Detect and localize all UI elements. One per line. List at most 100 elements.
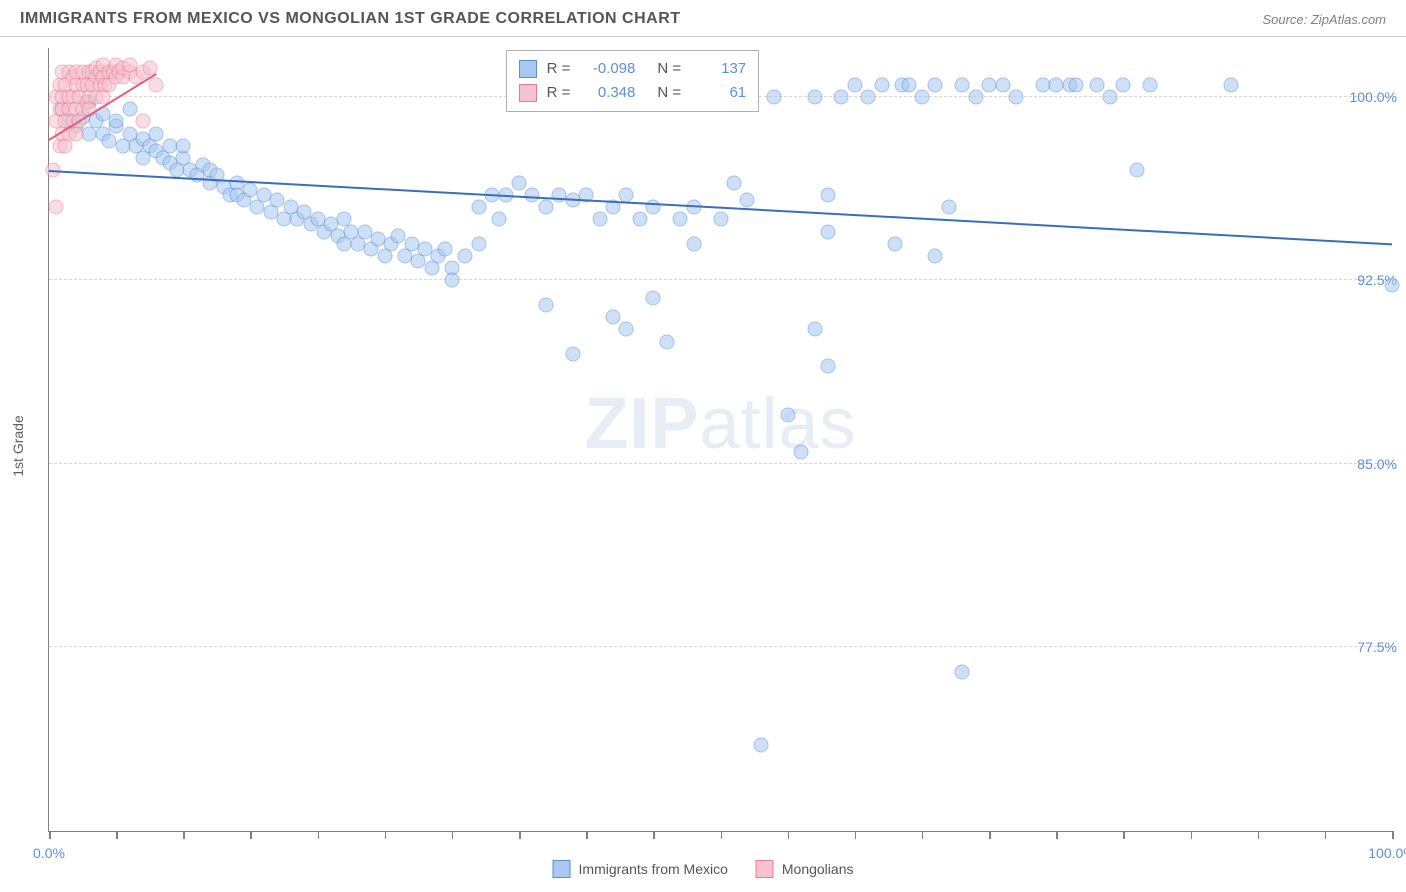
gridline bbox=[49, 279, 1392, 280]
data-point bbox=[847, 77, 862, 92]
data-point bbox=[48, 200, 63, 215]
legend-r-value: 0.348 bbox=[580, 81, 635, 105]
legend-n-label: N = bbox=[657, 81, 681, 105]
legend-r-label: R = bbox=[547, 81, 571, 105]
legend-swatch bbox=[519, 60, 537, 78]
data-point bbox=[538, 200, 553, 215]
source-attribution: Source: ZipAtlas.com bbox=[1262, 12, 1386, 27]
legend-row: R =-0.098N =137 bbox=[519, 57, 747, 81]
legend-r-value: -0.098 bbox=[580, 57, 635, 81]
x-tick bbox=[49, 831, 51, 839]
data-point bbox=[874, 77, 889, 92]
data-point bbox=[109, 114, 124, 129]
data-point bbox=[458, 248, 473, 263]
data-point bbox=[740, 192, 755, 207]
data-point bbox=[794, 444, 809, 459]
data-point bbox=[1116, 77, 1131, 92]
legend-n-value: 61 bbox=[691, 81, 746, 105]
data-point bbox=[820, 224, 835, 239]
data-point bbox=[807, 89, 822, 104]
data-point bbox=[861, 89, 876, 104]
data-point bbox=[1129, 163, 1144, 178]
x-tick bbox=[250, 831, 252, 839]
legend-swatch bbox=[756, 860, 774, 878]
data-point bbox=[807, 322, 822, 337]
data-point bbox=[713, 212, 728, 227]
data-point bbox=[928, 248, 943, 263]
data-point bbox=[888, 236, 903, 251]
gridline bbox=[49, 646, 1392, 647]
data-point bbox=[928, 77, 943, 92]
data-point bbox=[955, 77, 970, 92]
data-point bbox=[820, 359, 835, 374]
y-tick-label: 85.0% bbox=[1347, 456, 1397, 472]
data-point bbox=[592, 212, 607, 227]
data-point bbox=[619, 187, 634, 202]
y-tick-label: 100.0% bbox=[1340, 89, 1397, 105]
data-point bbox=[471, 200, 486, 215]
data-point bbox=[149, 77, 164, 92]
x-tick bbox=[788, 831, 790, 839]
data-point bbox=[1069, 77, 1084, 92]
x-tick bbox=[116, 831, 118, 839]
data-point bbox=[632, 212, 647, 227]
x-tick bbox=[721, 831, 723, 839]
data-point bbox=[753, 738, 768, 753]
data-point bbox=[820, 187, 835, 202]
data-point bbox=[136, 114, 151, 129]
bottom-legend-item: Mongolians bbox=[756, 860, 854, 878]
data-point bbox=[780, 408, 795, 423]
data-point bbox=[122, 102, 137, 117]
data-point bbox=[512, 175, 527, 190]
x-tick bbox=[452, 831, 454, 839]
x-tick bbox=[183, 831, 185, 839]
legend-row: R = 0.348 N = 61 bbox=[519, 81, 747, 105]
y-tick-label: 77.5% bbox=[1347, 639, 1397, 655]
stats-legend: R =-0.098N =137R =0.348N =61 bbox=[506, 50, 760, 112]
data-point bbox=[606, 310, 621, 325]
data-point bbox=[491, 212, 506, 227]
x-tick-label: 0.0% bbox=[33, 845, 65, 861]
data-point bbox=[726, 175, 741, 190]
x-tick-label: 100.0% bbox=[1368, 845, 1406, 861]
data-point bbox=[767, 89, 782, 104]
data-point bbox=[176, 138, 191, 153]
data-point bbox=[686, 236, 701, 251]
data-point bbox=[1143, 77, 1158, 92]
data-point bbox=[995, 77, 1010, 92]
data-point bbox=[444, 273, 459, 288]
x-tick bbox=[586, 831, 588, 839]
x-tick bbox=[1392, 831, 1394, 839]
legend-swatch bbox=[553, 860, 571, 878]
header: IMMIGRANTS FROM MEXICO VS MONGOLIAN 1ST … bbox=[0, 0, 1406, 37]
legend-n-label: N = bbox=[657, 57, 681, 81]
data-point bbox=[941, 200, 956, 215]
bottom-legend: Immigrants from Mexico Mongolians bbox=[553, 860, 854, 878]
x-tick bbox=[989, 831, 991, 839]
data-point bbox=[1089, 77, 1104, 92]
chart-title: IMMIGRANTS FROM MEXICO VS MONGOLIAN 1ST … bbox=[20, 10, 681, 28]
plot-region: ZIPatlas 77.5%85.0%92.5%100.0%0.0%100.0%… bbox=[48, 48, 1392, 832]
x-tick bbox=[855, 831, 857, 839]
data-point bbox=[914, 89, 929, 104]
x-tick bbox=[922, 831, 924, 839]
data-point bbox=[149, 126, 164, 141]
x-tick bbox=[385, 831, 387, 839]
legend-swatch bbox=[519, 84, 537, 102]
gridline bbox=[49, 463, 1392, 464]
x-tick bbox=[1258, 831, 1260, 839]
x-tick bbox=[318, 831, 320, 839]
x-tick bbox=[1056, 831, 1058, 839]
data-point bbox=[471, 236, 486, 251]
data-point bbox=[438, 241, 453, 256]
data-point bbox=[1385, 278, 1400, 293]
data-point bbox=[1008, 89, 1023, 104]
legend-label: Mongolians bbox=[782, 861, 854, 877]
data-point bbox=[955, 664, 970, 679]
data-point bbox=[525, 187, 540, 202]
bottom-legend-item: Immigrants from Mexico bbox=[553, 860, 728, 878]
chart-area: ZIPatlas 77.5%85.0%92.5%100.0%0.0%100.0%… bbox=[48, 48, 1392, 832]
watermark: ZIPatlas bbox=[584, 383, 856, 465]
x-tick bbox=[653, 831, 655, 839]
data-point bbox=[834, 89, 849, 104]
